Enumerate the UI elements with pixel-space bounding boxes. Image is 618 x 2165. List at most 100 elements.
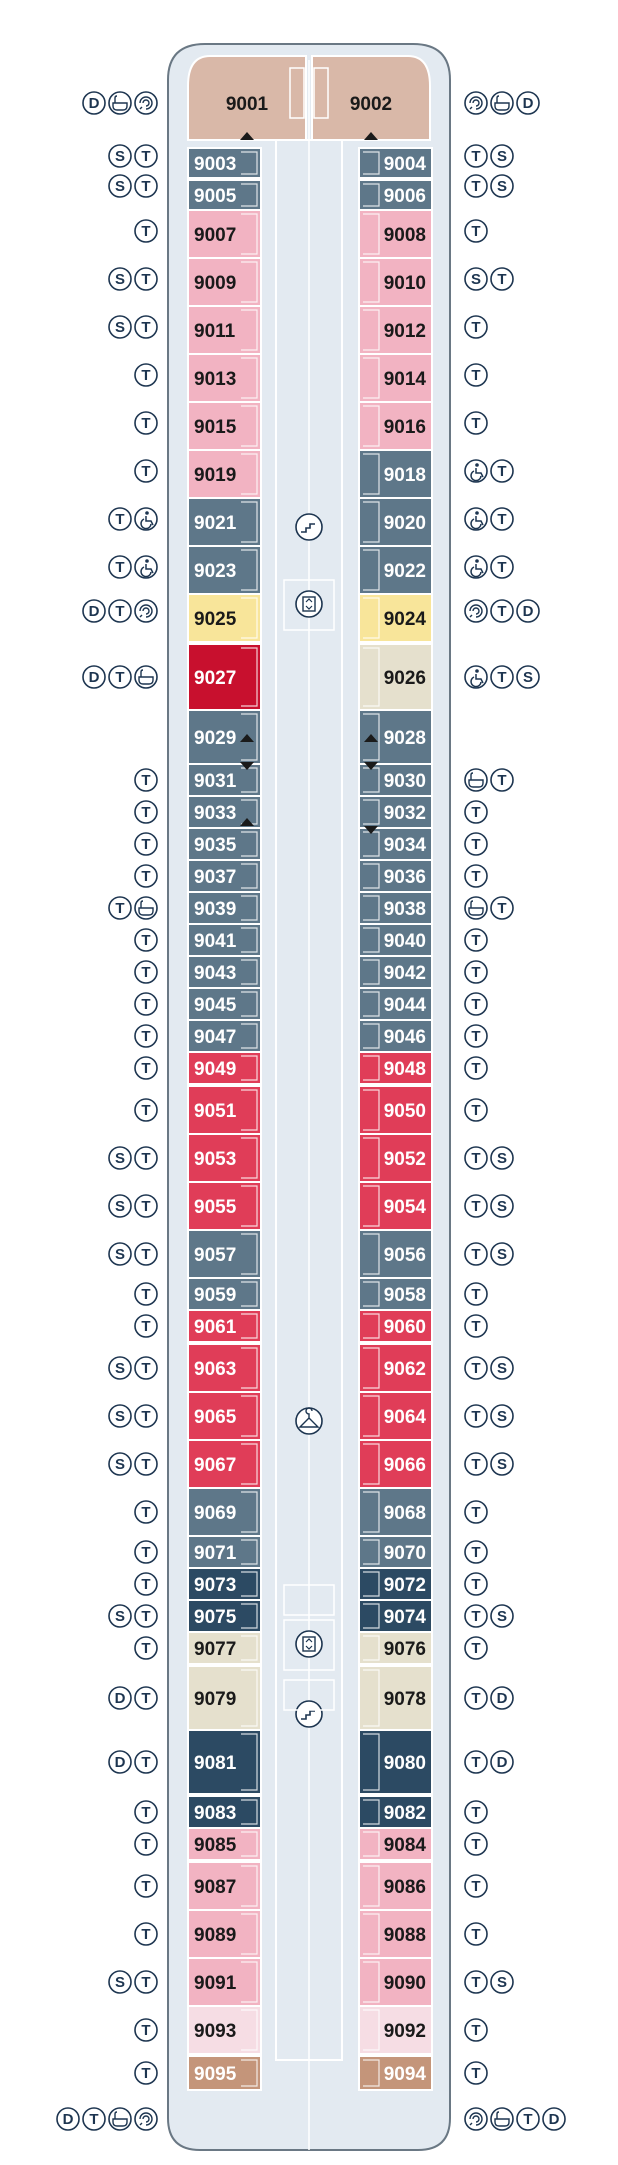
cabin-9036[interactable]: 9036 (358, 859, 433, 893)
t-icon: T (464, 144, 488, 168)
cabin-9022[interactable]: 9022 (358, 545, 433, 595)
cabin-9059[interactable]: 9059 (187, 1277, 262, 1311)
cabin-9055[interactable]: 9055 (187, 1181, 262, 1231)
cabin-9012-block (358, 305, 433, 355)
cabin-9001[interactable]: 9001 (187, 55, 307, 141)
cabin-9084[interactable]: 9084 (358, 1827, 433, 1861)
cabin-9095[interactable]: 9095 (187, 2055, 262, 2091)
cabin-9051[interactable]: 9051 (187, 1085, 262, 1135)
cabin-9078[interactable]: 9078 (358, 1665, 433, 1731)
cabin-9081[interactable]: 9081 (187, 1729, 262, 1795)
t-icon: T (464, 1800, 488, 1824)
cabin-9092[interactable]: 9092 (358, 2005, 433, 2055)
cabin-9054[interactable]: 9054 (358, 1181, 433, 1231)
cabin-9007[interactable]: 9007 (187, 209, 262, 259)
cabin-9006[interactable]: 9006 (358, 179, 433, 211)
cabin-9005[interactable]: 9005 (187, 179, 262, 211)
cabin-9093[interactable]: 9093 (187, 2005, 262, 2055)
cabin-9031[interactable]: 9031 (187, 763, 262, 797)
cabin-9009[interactable]: 9009 (187, 257, 262, 307)
cabin-9004[interactable]: 9004 (358, 147, 433, 179)
cabin-9086[interactable]: 9086 (358, 1861, 433, 1911)
cabin-9013[interactable]: 9013 (187, 353, 262, 403)
cabin-9062[interactable]: 9062 (358, 1343, 433, 1393)
cabin-9065[interactable]: 9065 (187, 1391, 262, 1441)
cabin-9020[interactable]: 9020 (358, 497, 433, 547)
svg-text:D: D (549, 2111, 560, 2128)
cabin-9027[interactable]: 9027 (187, 643, 262, 711)
cabin-9053[interactable]: 9053 (187, 1133, 262, 1183)
cabin-9040[interactable]: 9040 (358, 923, 433, 957)
cabin-9068[interactable]: 9068 (358, 1487, 433, 1537)
cabin-9044[interactable]: 9044 (358, 987, 433, 1021)
cabin-9069[interactable]: 9069 (187, 1487, 262, 1537)
bathroom-outline (241, 1603, 258, 1629)
cabin-9021[interactable]: 9021 (187, 497, 262, 547)
cabin-9019[interactable]: 9019 (187, 449, 262, 499)
cabin-9008[interactable]: 9008 (358, 209, 433, 259)
cabin-9041[interactable]: 9041 (187, 923, 262, 957)
cabin-9085[interactable]: 9085 (187, 1827, 262, 1861)
cabin-9011[interactable]: 9011 (187, 305, 262, 355)
cabin-9087[interactable]: 9087 (187, 1861, 262, 1911)
cabin-9066[interactable]: 9066 (358, 1439, 433, 1489)
bathtub-icon (134, 665, 158, 689)
cabin-9052[interactable]: 9052 (358, 1133, 433, 1183)
cabin-9074[interactable]: 9074 (358, 1599, 433, 1633)
cabin-9010[interactable]: 9010 (358, 257, 433, 307)
cabin-9056[interactable]: 9056 (358, 1229, 433, 1279)
cabin-9018[interactable]: 9018 (358, 449, 433, 499)
cabin-9057[interactable]: 9057 (187, 1229, 262, 1279)
cabin-9045[interactable]: 9045 (187, 987, 262, 1021)
cabin-9049[interactable]: 9049 (187, 1051, 262, 1085)
cabin-9072[interactable]: 9072 (358, 1567, 433, 1601)
cabin-9003[interactable]: 9003 (187, 147, 262, 179)
cabin-9023[interactable]: 9023 (187, 545, 262, 595)
cabin-9042[interactable]: 9042 (358, 955, 433, 989)
cabin-9070[interactable]: 9070 (358, 1535, 433, 1569)
cabin-9035[interactable]: 9035 (187, 827, 262, 861)
svg-text:T: T (497, 669, 506, 686)
cabin-9063[interactable]: 9063 (187, 1343, 262, 1393)
cabin-9082[interactable]: 9082 (358, 1795, 433, 1829)
cabin-9061[interactable]: 9061 (187, 1309, 262, 1343)
cabin-9075[interactable]: 9075 (187, 1599, 262, 1633)
cabin-9030[interactable]: 9030 (358, 763, 433, 797)
cabin-9094[interactable]: 9094 (358, 2055, 433, 2091)
cabin-9015[interactable]: 9015 (187, 401, 262, 451)
cabin-9080[interactable]: 9080 (358, 1729, 433, 1795)
cabin-9043[interactable]: 9043 (187, 955, 262, 989)
svg-text:T: T (471, 415, 480, 432)
cabin-9067[interactable]: 9067 (187, 1439, 262, 1489)
cabin-9090[interactable]: 9090 (358, 1957, 433, 2007)
cabin-9071[interactable]: 9071 (187, 1535, 262, 1569)
cabin-9032[interactable]: 9032 (358, 795, 433, 829)
cabin-9060[interactable]: 9060 (358, 1309, 433, 1343)
cabin-9002[interactable]: 9002 (311, 55, 431, 141)
cabin-9076[interactable]: 9076 (358, 1631, 433, 1665)
cabin-9039[interactable]: 9039 (187, 891, 262, 925)
cabin-9058[interactable]: 9058 (358, 1277, 433, 1311)
cabin-9091[interactable]: 9091 (187, 1957, 262, 2007)
cabin-9029[interactable]: 9029 (187, 709, 262, 765)
cabin-9024[interactable]: 9024 (358, 593, 433, 643)
cabin-9026[interactable]: 9026 (358, 643, 433, 711)
cabin-9079[interactable]: 9079 (187, 1665, 262, 1731)
cabin-9047[interactable]: 9047 (187, 1019, 262, 1053)
t-icon: T (464, 1686, 488, 1710)
cabin-9037[interactable]: 9037 (187, 859, 262, 893)
cabin-9014[interactable]: 9014 (358, 353, 433, 403)
cabin-9048[interactable]: 9048 (358, 1051, 433, 1085)
cabin-9050[interactable]: 9050 (358, 1085, 433, 1135)
cabin-9088[interactable]: 9088 (358, 1909, 433, 1959)
cabin-9025[interactable]: 9025 (187, 593, 262, 643)
cabin-9016[interactable]: 9016 (358, 401, 433, 451)
cabin-9038[interactable]: 9038 (358, 891, 433, 925)
cabin-9073[interactable]: 9073 (187, 1567, 262, 1601)
cabin-9083[interactable]: 9083 (187, 1795, 262, 1829)
cabin-9012[interactable]: 9012 (358, 305, 433, 355)
cabin-9077[interactable]: 9077 (187, 1631, 262, 1665)
cabin-9046[interactable]: 9046 (358, 1019, 433, 1053)
cabin-9064[interactable]: 9064 (358, 1391, 433, 1441)
cabin-9089[interactable]: 9089 (187, 1909, 262, 1959)
